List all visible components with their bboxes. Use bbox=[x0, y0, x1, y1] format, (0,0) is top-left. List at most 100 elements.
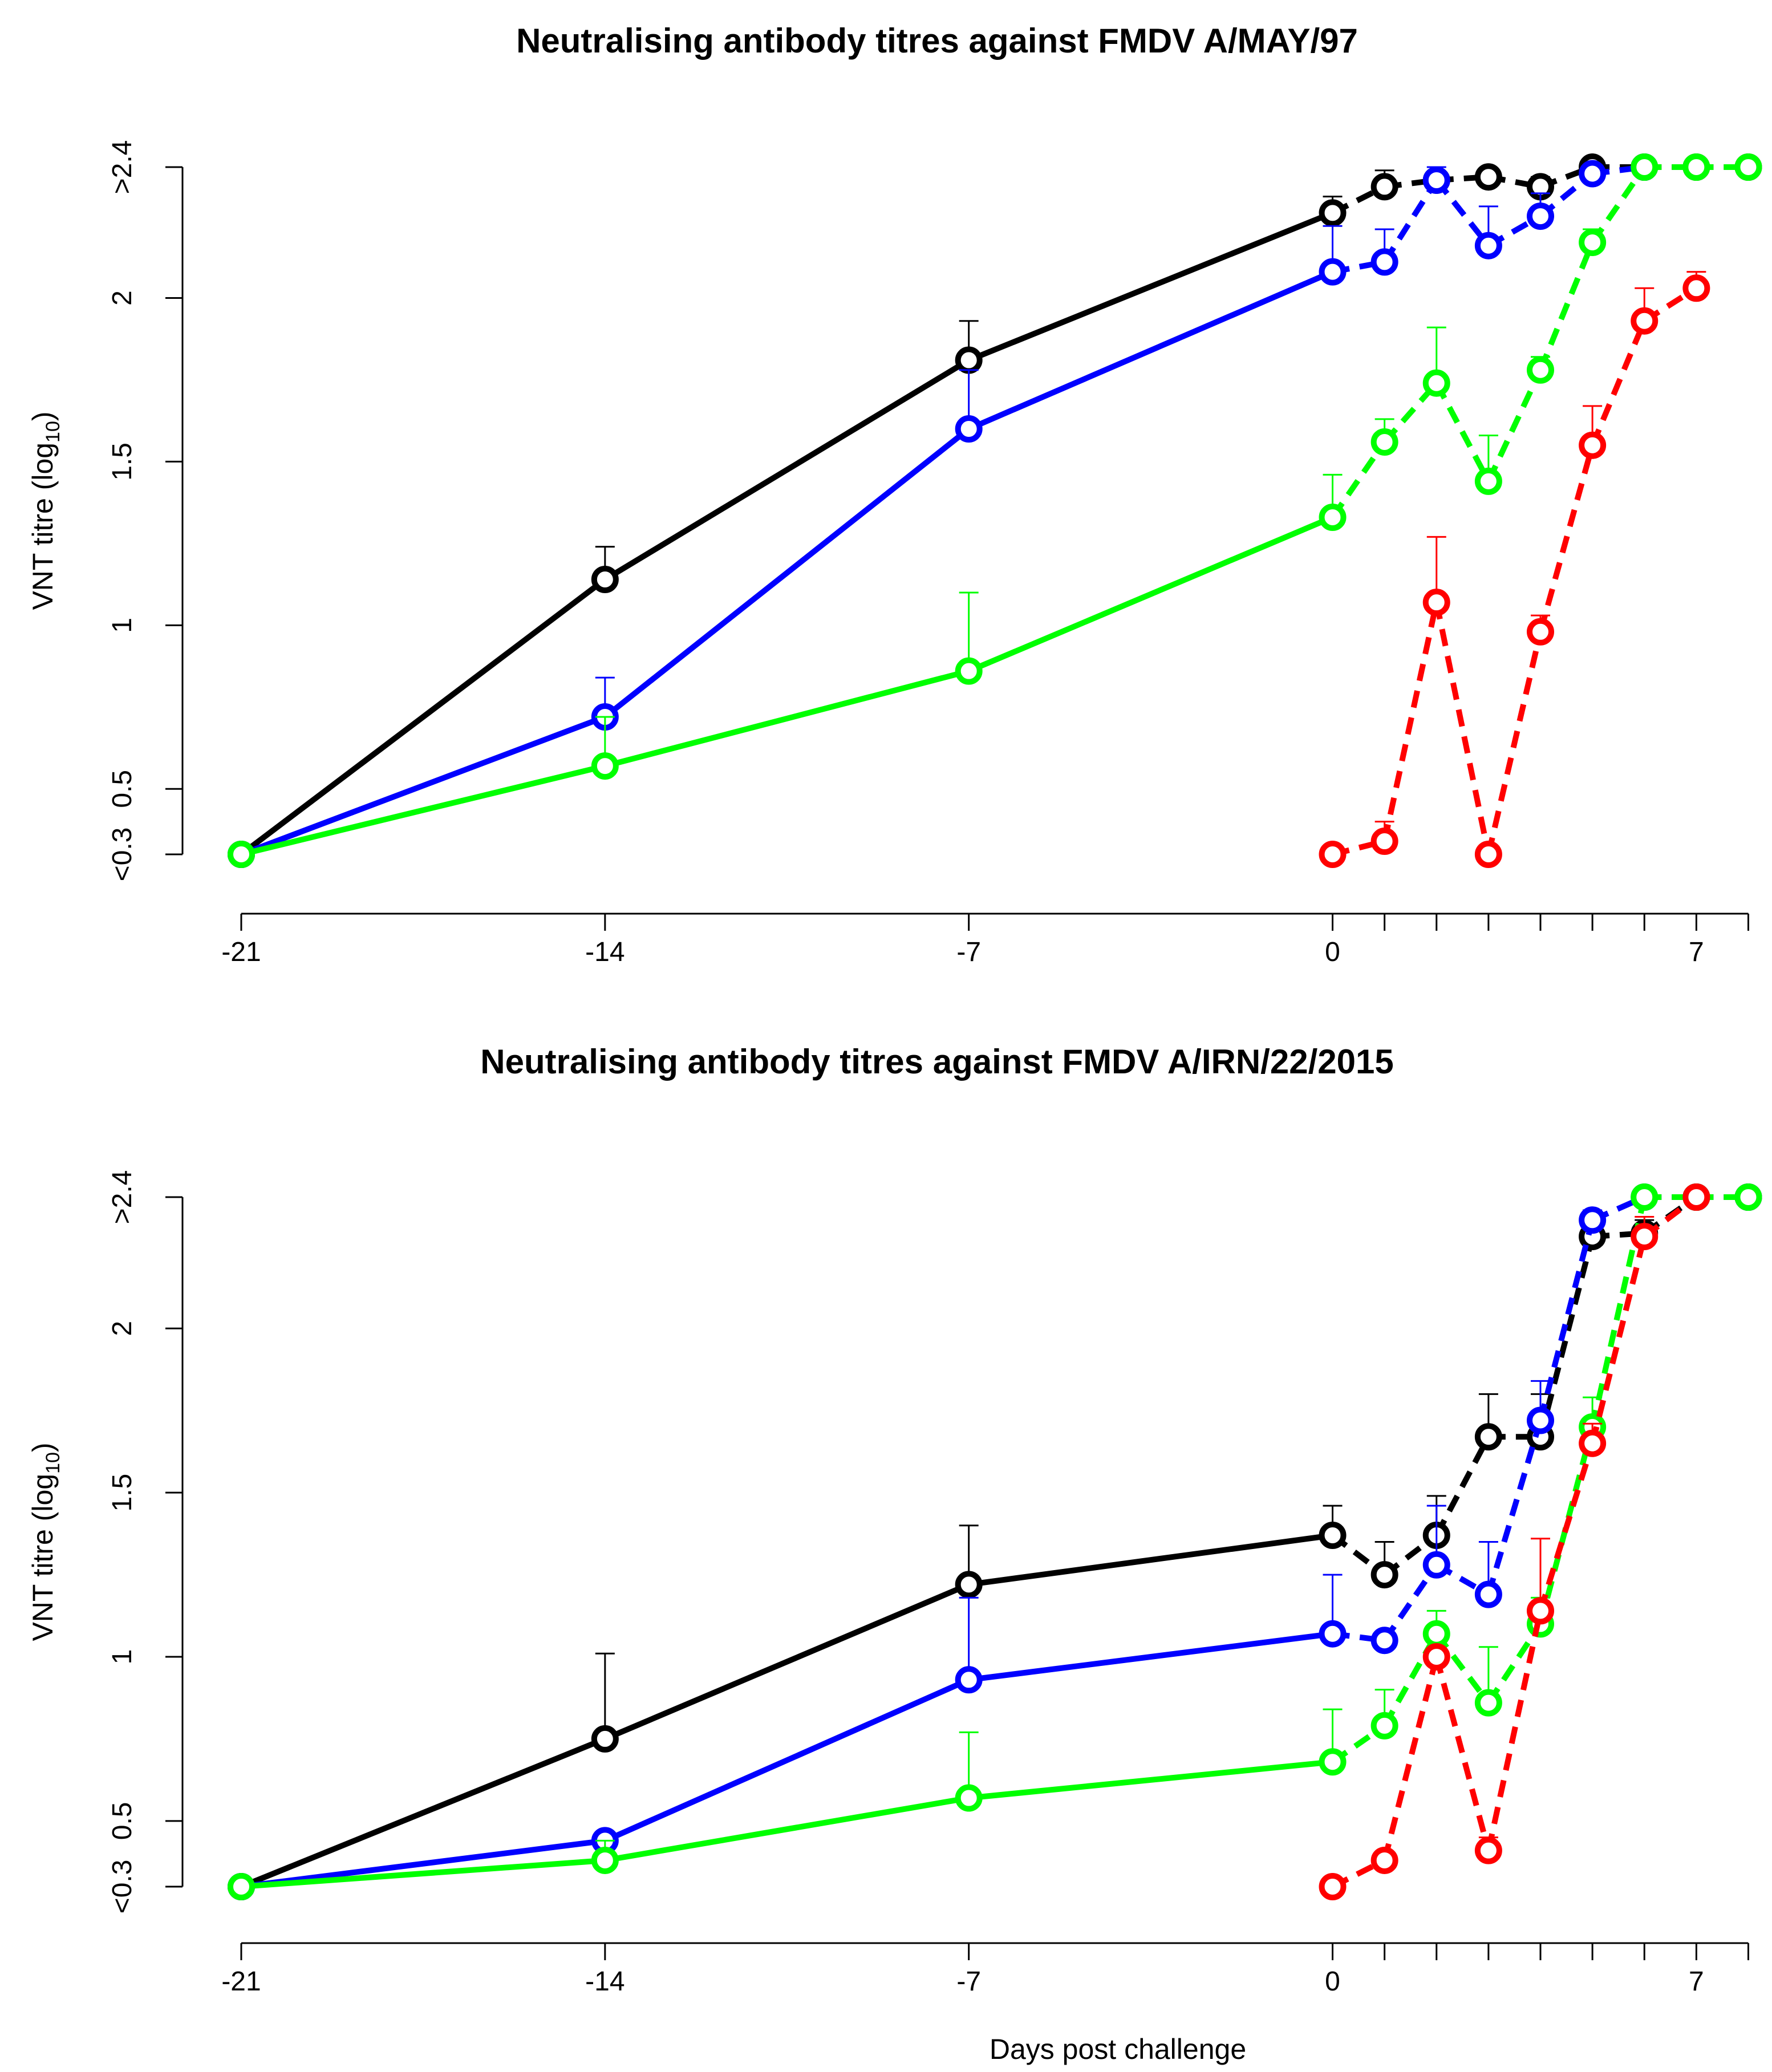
data-point bbox=[1370, 1712, 1398, 1739]
series-line-segment bbox=[1330, 440, 1387, 519]
y-tick-label: <0.3 bbox=[107, 1860, 137, 1914]
series-green bbox=[228, 153, 1762, 868]
y-tick-label: <0.3 bbox=[107, 828, 137, 882]
series-line-segment bbox=[967, 514, 1334, 674]
y-tick-label: 2 bbox=[107, 290, 137, 306]
data-point bbox=[1474, 841, 1502, 868]
data-point bbox=[955, 1571, 983, 1599]
panel-a-may-97: Neutralising antibody titres against FMD… bbox=[27, 22, 1762, 967]
data-point bbox=[955, 1666, 983, 1694]
data-point bbox=[955, 657, 983, 685]
y-tick-label: 1.5 bbox=[107, 1474, 137, 1512]
series-line-segment bbox=[241, 1857, 606, 1889]
series-line-segment bbox=[968, 1759, 1333, 1801]
data-point bbox=[1319, 199, 1347, 227]
series-line-segment bbox=[1486, 1420, 1543, 1596]
series-line-segment bbox=[1486, 368, 1543, 482]
data-point bbox=[1370, 428, 1398, 456]
series-line-segment bbox=[1433, 602, 1491, 855]
series-line-segment bbox=[1434, 382, 1491, 483]
panel-a-irn-22-2015: Neutralising antibody titres against FMD… bbox=[27, 1043, 1762, 1997]
data-point bbox=[591, 1725, 619, 1753]
series-line-segment bbox=[1381, 602, 1440, 842]
series-line-segment bbox=[240, 763, 606, 857]
series-line-segment bbox=[1538, 444, 1595, 633]
chart-title: Neutralising antibody titres against FMD… bbox=[480, 1043, 1393, 1081]
data-point bbox=[1474, 1689, 1502, 1717]
x-tick-label: 7 bbox=[1689, 937, 1704, 967]
data-point bbox=[1319, 1873, 1347, 1900]
y-axis-label: VNT titre (log10) bbox=[27, 1442, 64, 1641]
data-point bbox=[591, 1846, 619, 1874]
data-point bbox=[1527, 1406, 1554, 1434]
series-green bbox=[228, 1183, 1762, 1900]
data-point bbox=[1422, 1620, 1450, 1648]
data-point bbox=[1682, 153, 1710, 181]
data-point bbox=[1631, 1223, 1659, 1251]
data-point bbox=[228, 841, 255, 868]
series-line-segment bbox=[1486, 1622, 1543, 1705]
y-tick-label: 2 bbox=[107, 1321, 137, 1336]
series-line-segment bbox=[968, 1532, 1333, 1588]
data-point bbox=[228, 1873, 255, 1900]
data-point bbox=[1370, 1627, 1398, 1655]
chart-title: Neutralising antibody titres against FMD… bbox=[516, 22, 1358, 60]
series-line-segment bbox=[967, 269, 1334, 432]
series-line-segment bbox=[1538, 1235, 1595, 1438]
y-tick-label: 1 bbox=[107, 618, 137, 633]
data-point bbox=[591, 566, 619, 593]
series-blue bbox=[228, 1183, 1762, 1900]
data-point bbox=[1579, 228, 1607, 256]
data-point bbox=[1682, 1183, 1710, 1211]
data-point bbox=[1734, 153, 1762, 181]
series-line-segment bbox=[1589, 1235, 1648, 1445]
x-tick-label: -14 bbox=[585, 937, 625, 967]
x-tick-label: 7 bbox=[1689, 1966, 1704, 1997]
data-point bbox=[1474, 163, 1502, 191]
series-line-segment bbox=[603, 427, 971, 719]
data-point bbox=[1682, 274, 1710, 302]
x-tick-label: -14 bbox=[585, 1966, 625, 1997]
data-point bbox=[1527, 356, 1554, 384]
x-axis-label: Days post challenge bbox=[990, 2033, 1246, 2065]
data-point bbox=[1527, 1597, 1554, 1625]
y-tick-label: 0.5 bbox=[107, 1802, 137, 1840]
series-line-segment bbox=[240, 714, 606, 857]
series-line-segment bbox=[1433, 1656, 1491, 1851]
data-point bbox=[1631, 153, 1659, 181]
data-point bbox=[1734, 1183, 1762, 1211]
data-point bbox=[591, 752, 619, 780]
y-tick-label: >2.4 bbox=[107, 1170, 137, 1224]
series-red bbox=[1319, 1183, 1710, 1900]
data-point bbox=[1422, 589, 1450, 617]
series-line-segment bbox=[968, 1631, 1333, 1683]
series-line-segment bbox=[240, 1736, 606, 1889]
y-tick-label: >2.4 bbox=[107, 140, 137, 194]
data-point bbox=[1631, 307, 1659, 335]
x-tick-label: -21 bbox=[221, 1966, 261, 1997]
data-point bbox=[1527, 202, 1554, 230]
data-point bbox=[955, 415, 983, 443]
series-line-segment bbox=[1382, 179, 1439, 264]
series-red bbox=[1319, 271, 1710, 868]
data-point bbox=[955, 1784, 983, 1812]
data-point bbox=[1474, 1580, 1502, 1608]
y-axis-label: VNT titre (log10) bbox=[27, 411, 64, 610]
data-point bbox=[1527, 618, 1554, 646]
data-point bbox=[1579, 431, 1607, 459]
series-line-segment bbox=[603, 1677, 970, 1843]
data-point bbox=[1319, 1748, 1347, 1776]
data-point bbox=[1474, 232, 1502, 259]
series-line-segment bbox=[1538, 241, 1595, 371]
data-point bbox=[1319, 1620, 1347, 1648]
data-point bbox=[1474, 1423, 1502, 1451]
series-line-segment bbox=[603, 1582, 970, 1742]
y-tick-label: 1.5 bbox=[107, 443, 137, 481]
series-line-segment bbox=[1434, 178, 1491, 248]
series-line-segment bbox=[1381, 1656, 1440, 1862]
y-tick-label: 1 bbox=[107, 1649, 137, 1665]
series-line-segment bbox=[1434, 1632, 1491, 1705]
x-tick-label: 0 bbox=[1325, 1966, 1340, 1997]
data-point bbox=[1319, 841, 1347, 868]
data-point bbox=[1631, 1183, 1659, 1211]
